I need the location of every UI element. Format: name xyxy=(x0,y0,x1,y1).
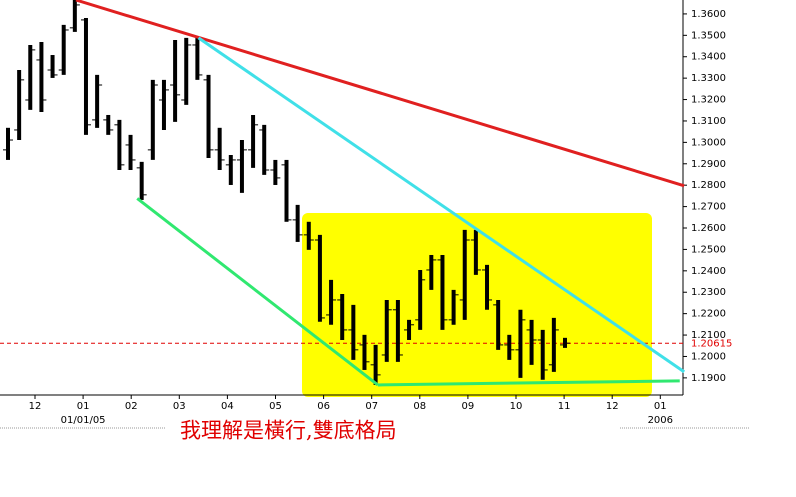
y-tick-label: 1.2300 xyxy=(691,287,726,298)
y-tick-label: 1.2800 xyxy=(691,180,726,191)
x-tick-label: 04 xyxy=(221,401,234,412)
y-tick-label: 1.2400 xyxy=(691,266,726,277)
x-tick-label-secondary: 01/01/05 xyxy=(61,415,106,426)
x-tick-label: 02 xyxy=(125,401,138,412)
y-tick-label: 1.2200 xyxy=(691,309,726,320)
y-tick-label: 1.3300 xyxy=(691,73,726,84)
trend-line xyxy=(75,0,685,188)
x-tick-label: 01 xyxy=(654,401,667,412)
y-tick-label: 1.2900 xyxy=(691,159,726,170)
x-tick-label: 07 xyxy=(365,401,378,412)
x-tick-label: 11 xyxy=(558,401,571,412)
x-tick-label: 08 xyxy=(413,401,426,412)
y-tick-label: 1.1900 xyxy=(691,373,726,384)
y-tick-label: 1.2700 xyxy=(691,202,726,213)
y-tick-label: 1.3200 xyxy=(691,95,726,106)
y-tick-label: 1.3000 xyxy=(691,137,726,148)
y-tick-label: 1.2600 xyxy=(691,223,726,234)
highlight-box xyxy=(302,213,652,397)
x-tick-label: 09 xyxy=(462,401,475,412)
trend-line xyxy=(197,36,686,374)
y-tick-label: 1.3100 xyxy=(691,116,726,127)
trend-line xyxy=(136,197,379,387)
reference-label: 1.20615 xyxy=(691,338,732,349)
y-tick-label: 1.2000 xyxy=(691,351,726,362)
x-tick-label: 05 xyxy=(269,401,282,412)
y-tick-label: 1.2500 xyxy=(691,244,726,255)
x-tick-label: 12 xyxy=(29,401,42,412)
x-tick-label: 03 xyxy=(173,401,186,412)
x-tick-label-secondary: 2006 xyxy=(648,415,673,426)
y-tick-label: 1.3600 xyxy=(691,9,726,20)
x-tick-label: 12 xyxy=(606,401,619,412)
y-tick-label: 1.3500 xyxy=(691,30,726,41)
trend-line xyxy=(377,379,680,387)
x-tick-label: 01 xyxy=(77,401,90,412)
y-tick-label: 1.3400 xyxy=(691,52,726,63)
x-tick-label: 06 xyxy=(317,401,330,412)
y-tick-label: 1.2100 xyxy=(691,330,726,341)
x-tick-label: 10 xyxy=(510,401,523,412)
annotation: 我理解是橫行,雙底格局 xyxy=(180,419,397,443)
